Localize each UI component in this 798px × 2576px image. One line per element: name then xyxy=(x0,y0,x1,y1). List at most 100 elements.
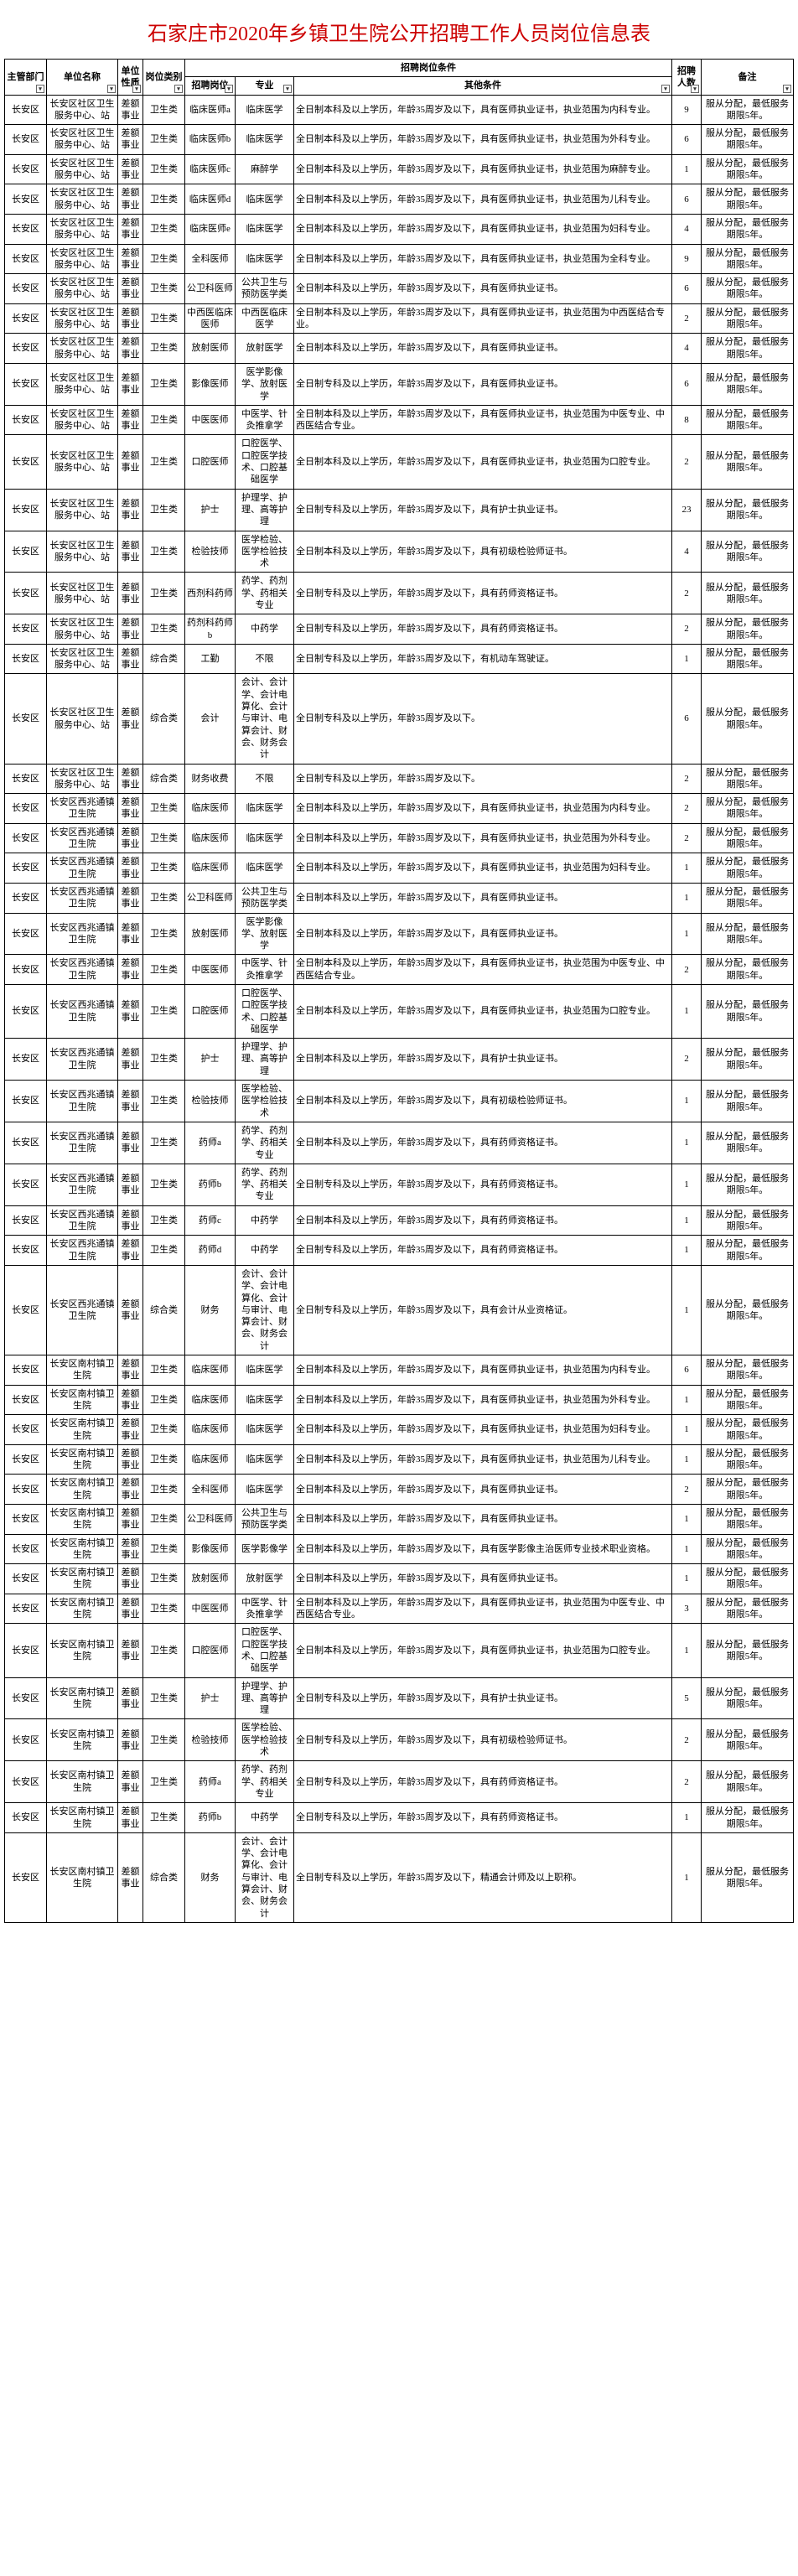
cell-unit: 长安区社区卫生服务中心、站 xyxy=(47,334,118,364)
cell-post: 检验技师 xyxy=(185,1719,236,1761)
cell-unit: 长安区社区卫生服务中心、站 xyxy=(47,214,118,244)
cell-postcat: 卫生类 xyxy=(143,1355,185,1386)
cell-dept: 长安区 xyxy=(5,435,47,489)
cell-postcat: 卫生类 xyxy=(143,913,185,955)
cell-other: 全日制专科及以上学历，年龄35周岁及以下，具有药师资格证书。 xyxy=(294,614,672,645)
cell-unit: 长安区社区卫生服务中心、站 xyxy=(47,154,118,184)
table-row: 长安区长安区西兆通镇卫生院差额事业卫生类检验技师医学检验、医学检验技术全日制本科… xyxy=(5,1081,794,1122)
cell-postcat: 综合类 xyxy=(143,1265,185,1355)
cell-nature: 差额事业 xyxy=(118,1504,143,1534)
header-remark[interactable]: 备注 xyxy=(702,60,794,96)
cell-postcat: 卫生类 xyxy=(143,1534,185,1564)
cell-remark: 服从分配，最低服务期限5年。 xyxy=(702,1504,794,1534)
cell-dept: 长安区 xyxy=(5,154,47,184)
cell-post: 临床医师 xyxy=(185,1415,236,1445)
cell-nature: 差额事业 xyxy=(118,644,143,674)
filter-icon[interactable] xyxy=(661,85,670,93)
cell-nature: 差额事业 xyxy=(118,614,143,645)
cell-remark: 服从分配，最低服务期限5年。 xyxy=(702,1081,794,1122)
cell-other: 全日制专科及以上学历，年龄35周岁及以下，具有医师执业证书。 xyxy=(294,363,672,405)
cell-unit: 长安区南村镇卫生院 xyxy=(47,1475,118,1505)
cell-nature: 差额事业 xyxy=(118,1164,143,1205)
cell-other: 全日制本科及以上学历，年龄35周岁及以下，具有医师执业证书，执业范围为外科专业。 xyxy=(294,823,672,853)
table-row: 长安区长安区社区卫生服务中心、站差额事业卫生类西剂科药师药学、药剂学、药相关专业… xyxy=(5,573,794,614)
filter-icon[interactable] xyxy=(783,85,791,93)
filter-icon[interactable] xyxy=(132,85,141,93)
header-dept[interactable]: 主管部门 xyxy=(5,60,47,96)
cell-major: 医学检验、医学检验技术 xyxy=(236,1719,294,1761)
cell-remark: 服从分配，最低服务期限5年。 xyxy=(702,154,794,184)
cell-dept: 长安区 xyxy=(5,1265,47,1355)
cell-other: 全日制本科及以上学历，年龄35周岁及以下，具有医师执业证书。 xyxy=(294,883,672,913)
filter-icon[interactable] xyxy=(174,85,183,93)
cell-postcat: 卫生类 xyxy=(143,1803,185,1833)
cell-other: 全日制本科及以上学历，年龄35周岁及以下，具有医师执业证书，执业范围为儿科专业。 xyxy=(294,1444,672,1475)
cell-nature: 差额事业 xyxy=(118,1677,143,1719)
table-row: 长安区长安区南村镇卫生院差额事业卫生类中医医师中医学、针灸推拿学全日制本科及以上… xyxy=(5,1594,794,1624)
cell-unit: 长安区南村镇卫生院 xyxy=(47,1677,118,1719)
cell-major: 药学、药剂学、药相关专业 xyxy=(236,1761,294,1803)
cell-postcat: 卫生类 xyxy=(143,244,185,274)
header-unit[interactable]: 单位名称 xyxy=(47,60,118,96)
cell-dept: 长安区 xyxy=(5,95,47,125)
cell-other: 全日制本科及以上学历，年龄35周岁及以下，具有医学影像主治医师专业技术职业资格。 xyxy=(294,1534,672,1564)
cell-unit: 长安区南村镇卫生院 xyxy=(47,1355,118,1386)
header-post[interactable]: 招聘岗位 xyxy=(185,77,236,95)
cell-count: 2 xyxy=(672,794,702,824)
cell-postcat: 卫生类 xyxy=(143,614,185,645)
header-other[interactable]: 其他条件 xyxy=(294,77,672,95)
cell-postcat: 卫生类 xyxy=(143,95,185,125)
cell-post: 护士 xyxy=(185,1039,236,1081)
filter-icon[interactable] xyxy=(283,85,292,93)
header-postcat[interactable]: 岗位类别 xyxy=(143,60,185,96)
cell-count: 9 xyxy=(672,244,702,274)
cell-remark: 服从分配，最低服务期限5年。 xyxy=(702,489,794,531)
filter-icon[interactable] xyxy=(691,85,699,93)
cell-postcat: 卫生类 xyxy=(143,823,185,853)
cell-other: 全日制本科及以上学历，年龄35周岁及以下，具有医师执业证书，执业范围为妇科专业。 xyxy=(294,853,672,884)
cell-unit: 长安区社区卫生服务中心、站 xyxy=(47,184,118,215)
cell-major: 中药学 xyxy=(236,614,294,645)
cell-nature: 差额事业 xyxy=(118,95,143,125)
header-post-label: 招聘岗位 xyxy=(192,80,229,91)
header-count[interactable]: 招聘人数 xyxy=(672,60,702,96)
cell-post: 全科医师 xyxy=(185,1475,236,1505)
filter-icon[interactable] xyxy=(107,85,116,93)
table-row: 长安区长安区西兆通镇卫生院差额事业卫生类药师c中药学全日制本科及以上学历，年龄3… xyxy=(5,1205,794,1236)
cell-dept: 长安区 xyxy=(5,1415,47,1445)
cell-remark: 服从分配，最低服务期限5年。 xyxy=(702,1534,794,1564)
cell-other: 全日制专科及以上学历，年龄35周岁及以下，有机动车驾驶证。 xyxy=(294,644,672,674)
cell-post: 工勤 xyxy=(185,644,236,674)
cell-count: 5 xyxy=(672,1677,702,1719)
cell-unit: 长安区西兆通镇卫生院 xyxy=(47,1164,118,1205)
cell-other: 全日制本科及以上学历，年龄35周岁及以下，具有医师执业证书，执业范围为中医专业、… xyxy=(294,1594,672,1624)
cell-remark: 服从分配，最低服务期限5年。 xyxy=(702,985,794,1039)
filter-icon[interactable] xyxy=(225,85,233,93)
table-row: 长安区长安区西兆通镇卫生院差额事业卫生类药师d中药学全日制专科及以上学历，年龄3… xyxy=(5,1236,794,1266)
cell-postcat: 卫生类 xyxy=(143,274,185,304)
cell-postcat: 卫生类 xyxy=(143,1624,185,1677)
cell-remark: 服从分配，最低服务期限5年。 xyxy=(702,1385,794,1415)
cell-remark: 服从分配，最低服务期限5年。 xyxy=(702,1415,794,1445)
table-row: 长安区长安区西兆通镇卫生院差额事业卫生类口腔医师口腔医学、口腔医学技术、口腔基础… xyxy=(5,985,794,1039)
cell-major: 医学检验、医学检验技术 xyxy=(236,1081,294,1122)
table-row: 长安区长安区社区卫生服务中心、站差额事业卫生类全科医师临床医学全日制本科及以上学… xyxy=(5,244,794,274)
cell-dept: 长安区 xyxy=(5,363,47,405)
cell-nature: 差额事业 xyxy=(118,435,143,489)
cell-major: 临床医学 xyxy=(236,244,294,274)
header-major-label: 专业 xyxy=(256,80,274,91)
cell-post: 临床医师a xyxy=(185,95,236,125)
table-row: 长安区长安区南村镇卫生院差额事业卫生类影像医师医学影像学全日制本科及以上学历，年… xyxy=(5,1534,794,1564)
cell-dept: 长安区 xyxy=(5,1677,47,1719)
header-nature[interactable]: 单位性质 xyxy=(118,60,143,96)
cell-remark: 服从分配，最低服务期限5年。 xyxy=(702,614,794,645)
cell-count: 6 xyxy=(672,674,702,764)
cell-unit: 长安区社区卫生服务中心、站 xyxy=(47,363,118,405)
cell-post: 检验技师 xyxy=(185,531,236,573)
cell-remark: 服从分配，最低服务期限5年。 xyxy=(702,644,794,674)
cell-count: 2 xyxy=(672,435,702,489)
cell-other: 全日制专科及以上学历，年龄35周岁及以下，具有药师资格证书。 xyxy=(294,1761,672,1803)
header-major[interactable]: 专业 xyxy=(236,77,294,95)
filter-icon[interactable] xyxy=(36,85,44,93)
cell-remark: 服从分配，最低服务期限5年。 xyxy=(702,1803,794,1833)
